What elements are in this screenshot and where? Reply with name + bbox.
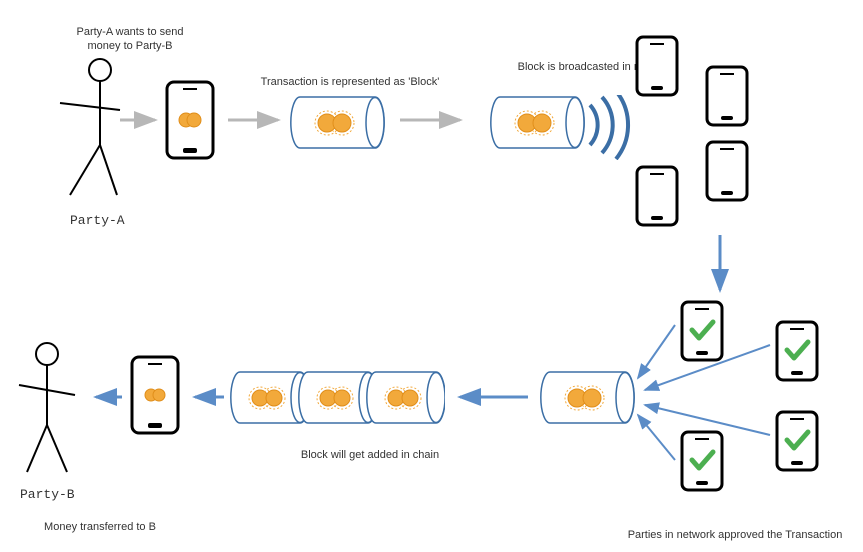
- phone-check-icon: [775, 320, 819, 382]
- phone-icon: [635, 165, 679, 227]
- party-b-figure: [15, 340, 95, 480]
- block-cylinder-approved: [540, 370, 635, 425]
- block-cylinder-broadcast: [490, 95, 640, 160]
- party-a-figure: [35, 55, 125, 205]
- phone-icon: [635, 35, 679, 97]
- blockchain-chain: [230, 370, 445, 425]
- phone-icon: [705, 65, 749, 127]
- phone-check-icon: [680, 300, 724, 362]
- phone-party-b: [130, 355, 180, 435]
- phone-party-a: [165, 80, 215, 160]
- phone-icon: [705, 140, 749, 202]
- phone-check-icon: [680, 430, 724, 492]
- block-cylinder-1: [290, 95, 385, 150]
- phone-check-icon: [775, 410, 819, 472]
